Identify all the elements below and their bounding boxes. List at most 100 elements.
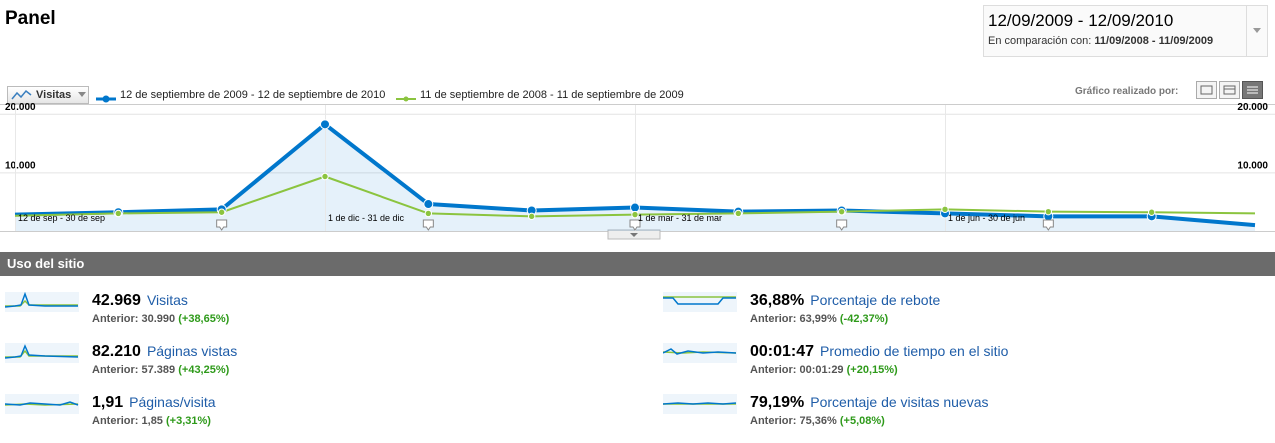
x-tick-label: 1 de jun - 30 de jun — [948, 213, 1025, 223]
page-title: Panel — [5, 8, 56, 29]
metric-label[interactable]: Porcentaje de rebote — [810, 292, 941, 308]
legend-marker — [396, 96, 416, 102]
x-tick-label: 12 de sep - 30 de sep — [18, 213, 105, 223]
metric-row: 79,19% Porcentaje de visitas nuevas — [750, 394, 988, 412]
date-picker[interactable]: 12/09/2009 - 12/09/2010 En comparación c… — [983, 5, 1268, 57]
legend-swatch — [396, 91, 416, 102]
series-point — [630, 202, 640, 213]
sparkline — [4, 343, 79, 368]
handle-arrow — [630, 233, 638, 237]
dropdown-arrow[interactable] — [1246, 6, 1267, 56]
metric-label[interactable]: Porcentaje de visitas nuevas — [810, 394, 989, 410]
legend-label: 12 de septiembre de 2009 - 12 de septiem… — [120, 89, 386, 101]
metric-arrow — [78, 92, 86, 97]
series-point — [424, 209, 433, 218]
series-point — [320, 119, 330, 130]
x-tick-label: 1 de mar - 31 de mar — [638, 213, 722, 223]
y-tick-label: 10.000 — [5, 160, 36, 171]
series-point — [734, 209, 743, 218]
metric-previous: Anterior: 63,99% (-42,37%) — [750, 313, 888, 325]
change-value: (+38,65%) — [178, 313, 230, 325]
series-point — [321, 172, 329, 181]
previous-value: 30.990 — [141, 313, 176, 325]
sparkline-svg — [4, 343, 79, 363]
annotation-icon — [422, 219, 434, 231]
line-chart: 10.000 10.000 20.000 20.000 12 de sep - 30 d… — [0, 102, 1275, 240]
compare-row: En comparación con: 11/09/2008 - 11/09/2… — [988, 35, 1213, 47]
metric-value: 36,88% — [750, 292, 805, 309]
previous-prefix: Anterior: — [92, 415, 139, 427]
legend-swatch — [96, 91, 116, 103]
sparkline — [663, 292, 737, 317]
metric-name: Visitas — [36, 89, 72, 101]
sparkline-svg — [4, 394, 79, 414]
date-range: 12/09/2009 - 12/09/2010 — [988, 11, 1174, 30]
metric-value: 42.969 — [92, 292, 141, 309]
previous-value: 1,85 — [141, 415, 163, 427]
series-point — [1147, 208, 1156, 216]
metric-selector[interactable]: Visitas — [7, 86, 89, 104]
legend-label: 11 de septiembre de 2008 - 11 de septiem… — [420, 89, 684, 101]
sparkline — [662, 343, 737, 368]
compare-range: 11/09/2008 - 11/09/2009 — [1094, 35, 1214, 47]
metric-label[interactable]: Promedio de tiempo en el sitio — [820, 343, 1009, 359]
metric-value: 79,19% — [750, 394, 805, 411]
series-point — [941, 205, 949, 214]
previous-prefix: Anterior: — [92, 364, 139, 376]
metric-row: 1,91 Páginas/visita — [92, 394, 216, 412]
series-point — [217, 208, 226, 216]
section-bar: Uso del sitio — [0, 252, 1275, 276]
previous-prefix: Anterior: — [750, 313, 797, 325]
metric-icon — [11, 89, 32, 100]
section-title: Uso del sitio — [7, 256, 85, 271]
previous-value: 57.389 — [141, 364, 176, 376]
metric-value: 1,91 — [92, 394, 124, 411]
metric-previous: Anterior: 30.990 (+38,65%) — [92, 313, 229, 325]
sparkline-svg — [662, 394, 737, 414]
sparkline — [4, 291, 79, 317]
previous-value: 75,36% — [799, 415, 837, 427]
compare-label: En comparación con: — [988, 35, 1092, 47]
chart-toolbar: Visitas Gráfico realizado por: 12 de sep… — [0, 81, 1275, 106]
series-point — [631, 210, 639, 219]
sparkline — [4, 394, 79, 419]
arrow-icon — [1253, 28, 1261, 33]
metric-previous: Anterior: 57.389 (+43,25%) — [92, 364, 229, 376]
chart-by-label: Gráfico realizado por: — [1075, 86, 1179, 97]
sparkline-svg — [662, 343, 737, 363]
change-value: (+43,25%) — [178, 364, 230, 376]
metric-row: 00:01:47 Promedio de tiempo en el sitio — [750, 343, 1008, 361]
chart-type-buttons[interactable] — [1196, 81, 1266, 101]
previous-prefix: Anterior: — [750, 415, 797, 427]
y-tick-label: 20.000 — [5, 102, 36, 113]
annotation-icon — [629, 219, 641, 231]
metric-label[interactable]: Páginas/visita — [129, 394, 216, 410]
series-point — [114, 209, 123, 218]
previous-prefix: Anterior: — [750, 364, 797, 376]
sparkline-svg — [663, 292, 737, 312]
metric-row: 36,88% Porcentaje de rebote — [750, 292, 940, 310]
legend-marker — [96, 95, 116, 103]
series-point — [527, 212, 536, 221]
series-point — [837, 207, 846, 216]
metric-value: 00:01:47 — [750, 343, 815, 360]
metric-previous: Anterior: 1,85 (+3,31%) — [92, 415, 211, 427]
previous-prefix: Anterior: — [92, 313, 139, 325]
change-value: (+5,08%) — [839, 415, 885, 427]
metric-previous: Anterior: 75,36% (+5,08%) — [750, 415, 885, 427]
annotation-icon — [216, 219, 228, 231]
metric-label[interactable]: Páginas vistas — [146, 343, 238, 359]
sparkline — [662, 394, 737, 419]
previous-value: 00:01:29 — [799, 364, 844, 376]
metric-value: 82.210 — [92, 343, 141, 360]
series-point — [1044, 207, 1053, 216]
y-tick-label-right: 10.000 — [1237, 160, 1268, 171]
x-tick-label: 1 de dic - 31 de dic — [328, 213, 405, 223]
change-value: (+20,15%) — [846, 364, 898, 376]
metric-label[interactable]: Visitas — [146, 292, 188, 308]
series-point — [423, 199, 434, 210]
change-value: (+3,31%) — [166, 415, 211, 427]
metric-previous: Anterior: 00:01:29 (+20,15%) — [750, 364, 898, 376]
annotation-icon — [1042, 219, 1054, 231]
